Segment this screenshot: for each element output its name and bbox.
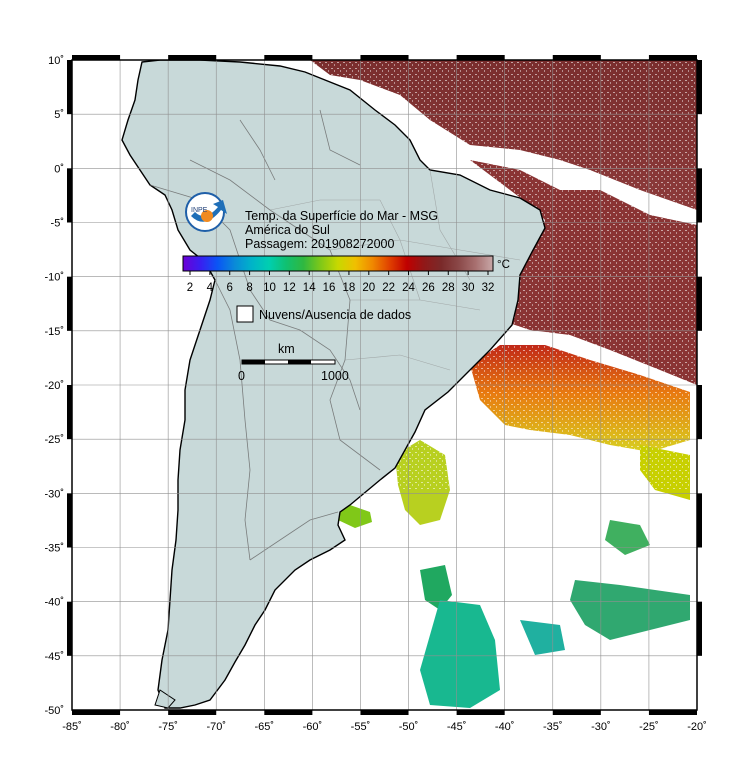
- lon-tick-label: -35˚: [543, 721, 563, 733]
- lat-tick-label: -15˚: [44, 326, 64, 338]
- colorbar-label: 2: [187, 282, 193, 294]
- lon-tick-label: -20˚: [687, 721, 707, 733]
- legend-title: Temp. da Superfície do Mar - MSG: [245, 209, 438, 223]
- frame-bars: [67, 55, 702, 715]
- colorbar-unit: °C: [497, 259, 510, 271]
- lat-tick-label: 0˚: [54, 163, 64, 175]
- clouds-label: Nuvens/Ausencia de dados: [259, 308, 411, 322]
- colorbar-label: 30: [462, 282, 475, 294]
- frame-bar: [360, 710, 409, 715]
- lon-tick-label: -25˚: [639, 721, 659, 733]
- colorbar-labels: 2 4 6 8 10 12 14 16 18 20 22 24 26 28 30 32: [187, 271, 495, 294]
- svg-text:INPE: INPE: [191, 207, 208, 214]
- latitude-labels: 10˚ 5˚ 0˚ -5˚ -10˚ -15˚ -20˚ -25˚ -30˚ -35˚ -40˚ -4…: [44, 55, 64, 717]
- frame-bar: [456, 55, 505, 60]
- frame-bar: [552, 55, 601, 60]
- lat-tick-label: -30˚: [44, 488, 64, 500]
- colorbar-label: 22: [382, 282, 395, 294]
- frame-bar: [552, 710, 601, 715]
- lat-tick-label: -10˚: [44, 272, 64, 284]
- colorbar-label: 16: [323, 282, 336, 294]
- lon-tick-label: -70˚: [206, 721, 226, 733]
- colorbar-label: 28: [442, 282, 455, 294]
- frame-bar: [72, 55, 121, 60]
- lon-tick-label: -60˚: [303, 721, 323, 733]
- frame-bar: [67, 493, 72, 548]
- colorbar-label: 20: [362, 282, 375, 294]
- lon-tick-label: -80˚: [110, 721, 130, 733]
- sst-patch-southwest: [420, 565, 452, 610]
- frame-bar: [67, 168, 72, 223]
- clouds-swatch: [236, 305, 254, 323]
- lat-tick-label: 5˚: [54, 109, 64, 121]
- lon-tick-label: -40˚: [495, 721, 515, 733]
- longitude-labels: -85˚ -80˚ -75˚ -70˚ -65˚ -60˚ -55˚ -50˚ -45˚ -40˚…: [62, 721, 707, 733]
- legend-region: América do Sul: [245, 223, 330, 237]
- frame-bar: [697, 276, 702, 331]
- scale-title: km: [278, 342, 295, 356]
- lat-tick-label: -25˚: [44, 434, 64, 446]
- colorbar-label: 8: [246, 282, 252, 294]
- frame-bar: [456, 710, 505, 715]
- frame-bar: [67, 276, 72, 331]
- lat-tick-label: -5˚: [51, 218, 64, 230]
- sst-patch-southeast: [570, 580, 690, 640]
- frame-bar: [697, 385, 702, 440]
- lat-tick-label: 10˚: [48, 55, 64, 67]
- colorbar-label: 18: [343, 282, 356, 294]
- frame-bar: [67, 601, 72, 656]
- frame-bar: [264, 710, 313, 715]
- colorbar-label: 32: [482, 282, 495, 294]
- frame-bar: [648, 710, 697, 715]
- lon-tick-label: -85˚: [62, 721, 82, 733]
- lon-tick-label: -30˚: [591, 721, 611, 733]
- sst-patch-far-south: [520, 620, 565, 655]
- lat-tick-label: -45˚: [44, 651, 64, 663]
- frame-bar: [168, 710, 217, 715]
- frame-bar: [697, 601, 702, 656]
- lon-tick-label: -45˚: [447, 721, 467, 733]
- frame-bar: [264, 55, 313, 60]
- frame-bar: [168, 55, 217, 60]
- scale-start: 0: [238, 369, 245, 383]
- lat-tick-label: -35˚: [44, 543, 64, 555]
- inpe-logo: INPE: [185, 192, 227, 232]
- legend-pass: Passagem: 201908272000: [245, 237, 394, 251]
- lat-tick-label: -20˚: [44, 380, 64, 392]
- frame-bar: [360, 55, 409, 60]
- lon-tick-label: -50˚: [399, 721, 419, 733]
- frame-bar: [67, 385, 72, 440]
- legend: INPE Temp. da Superfície do Mar - MSG Am…: [182, 192, 510, 383]
- colorbar-label: 6: [227, 282, 233, 294]
- frame-bar: [648, 55, 697, 60]
- frame-bar: [67, 60, 72, 115]
- colorbar-label: 24: [402, 282, 415, 294]
- colorbar-label: 10: [263, 282, 276, 294]
- lat-tick-label: -50˚: [44, 705, 64, 717]
- lon-tick-label: -55˚: [351, 721, 371, 733]
- frame-bar: [72, 710, 121, 715]
- colorbar-label: 14: [303, 282, 316, 294]
- frame-bar: [697, 493, 702, 548]
- lon-tick-label: -75˚: [158, 721, 178, 733]
- colorbar-label: 4: [207, 282, 214, 294]
- scale-end: 1000: [321, 369, 349, 383]
- colorbar-label: 26: [422, 282, 435, 294]
- sst-patch-east-small: [605, 520, 650, 555]
- lon-tick-label: -65˚: [255, 721, 275, 733]
- colorbar-label: 12: [283, 282, 296, 294]
- sst-patch-falklands: [420, 600, 500, 708]
- frame-bar: [697, 60, 702, 115]
- colorbar: [182, 255, 494, 272]
- scale-bar: [241, 359, 336, 365]
- frame-bar: [697, 168, 702, 223]
- lat-tick-label: -40˚: [44, 597, 64, 609]
